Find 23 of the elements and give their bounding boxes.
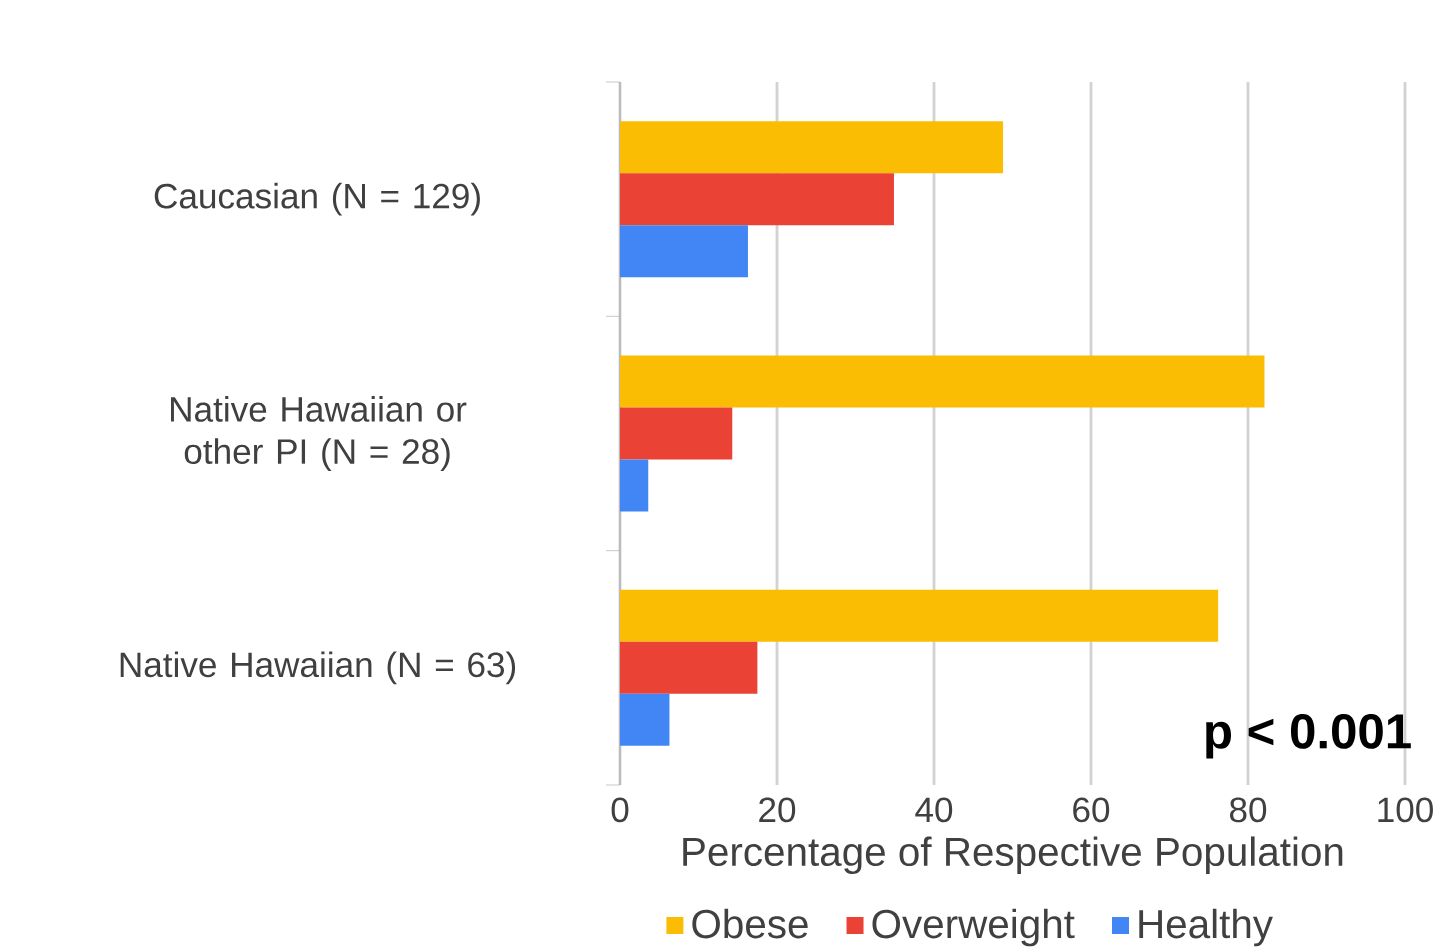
bar [619, 121, 1004, 174]
bar [619, 173, 894, 226]
bar [619, 641, 758, 694]
legend-label: Healthy [1139, 908, 1273, 947]
x-axis-title: Percentage of Respective Population [683, 836, 1343, 875]
annotation: p < 0.001 [1206, 713, 1411, 759]
bar [619, 693, 670, 746]
x-tick-label: 40 [915, 797, 953, 823]
x-tick-label: 20 [759, 797, 796, 823]
x-tick-label: 100 [1378, 797, 1433, 823]
x-tick-label: 60 [1073, 797, 1110, 823]
bar [619, 589, 1219, 642]
bar [619, 225, 748, 278]
x-tick-label: 80 [1230, 797, 1267, 823]
y-tick-label: Native Hawaiian or other PI (N = 28) [171, 396, 467, 471]
legend-label: Obese [692, 908, 808, 939]
legend-label: Overweight [872, 908, 1075, 947]
y-tick-label: Caucasian (N = 129) [154, 182, 480, 216]
bar [619, 459, 649, 512]
x-tick-label: 0 [611, 797, 629, 823]
bar [619, 355, 1265, 408]
bar [619, 407, 733, 460]
y-tick-label: Native Hawaiian (N = 63) [120, 651, 516, 685]
